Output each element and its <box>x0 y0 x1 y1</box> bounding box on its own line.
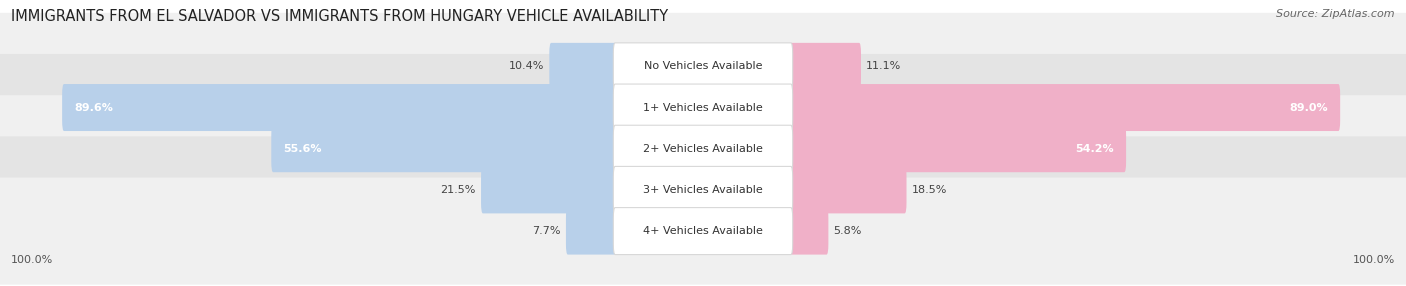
Text: 55.6%: 55.6% <box>284 144 322 154</box>
FancyBboxPatch shape <box>789 84 1340 131</box>
Text: 2+ Vehicles Available: 2+ Vehicles Available <box>643 144 763 154</box>
FancyBboxPatch shape <box>0 178 1406 285</box>
FancyBboxPatch shape <box>789 125 1126 172</box>
FancyBboxPatch shape <box>789 208 828 255</box>
Text: 100.0%: 100.0% <box>11 255 53 265</box>
Text: 3+ Vehicles Available: 3+ Vehicles Available <box>643 185 763 195</box>
FancyBboxPatch shape <box>271 125 617 172</box>
FancyBboxPatch shape <box>0 54 1406 161</box>
Text: No Vehicles Available: No Vehicles Available <box>644 61 762 71</box>
FancyBboxPatch shape <box>567 208 617 255</box>
FancyBboxPatch shape <box>0 136 1406 243</box>
Text: 5.8%: 5.8% <box>834 226 862 236</box>
FancyBboxPatch shape <box>62 84 617 131</box>
Text: 89.0%: 89.0% <box>1289 103 1327 112</box>
Text: 21.5%: 21.5% <box>440 185 475 195</box>
FancyBboxPatch shape <box>789 43 860 90</box>
Text: 18.5%: 18.5% <box>911 185 948 195</box>
Text: 10.4%: 10.4% <box>509 61 544 71</box>
Text: 11.1%: 11.1% <box>866 61 901 71</box>
FancyBboxPatch shape <box>481 166 617 213</box>
Text: 54.2%: 54.2% <box>1076 144 1114 154</box>
FancyBboxPatch shape <box>0 13 1406 120</box>
Text: 89.6%: 89.6% <box>75 103 114 112</box>
FancyBboxPatch shape <box>613 84 793 131</box>
Text: Source: ZipAtlas.com: Source: ZipAtlas.com <box>1277 9 1395 19</box>
Text: 100.0%: 100.0% <box>1353 255 1395 265</box>
Text: 4+ Vehicles Available: 4+ Vehicles Available <box>643 226 763 236</box>
FancyBboxPatch shape <box>789 166 907 213</box>
Text: 1+ Vehicles Available: 1+ Vehicles Available <box>643 103 763 112</box>
FancyBboxPatch shape <box>0 95 1406 202</box>
Text: 7.7%: 7.7% <box>533 226 561 236</box>
FancyBboxPatch shape <box>613 166 793 213</box>
FancyBboxPatch shape <box>613 208 793 255</box>
Text: IMMIGRANTS FROM EL SALVADOR VS IMMIGRANTS FROM HUNGARY VEHICLE AVAILABILITY: IMMIGRANTS FROM EL SALVADOR VS IMMIGRANT… <box>11 9 668 23</box>
FancyBboxPatch shape <box>550 43 617 90</box>
FancyBboxPatch shape <box>613 43 793 90</box>
FancyBboxPatch shape <box>613 125 793 172</box>
